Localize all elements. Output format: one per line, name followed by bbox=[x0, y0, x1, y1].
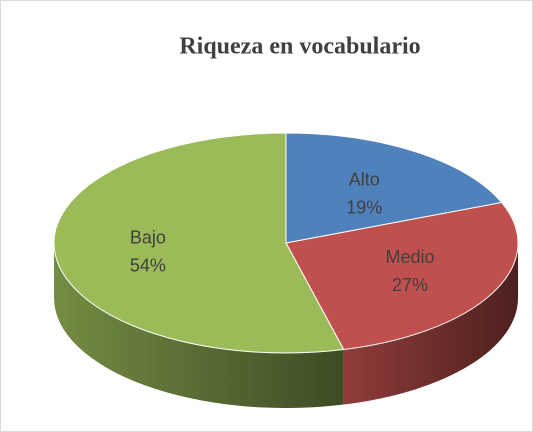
slice bbox=[285, 132, 503, 244]
slice-label: Bajo bbox=[130, 227, 166, 247]
slice-value-label: 19% bbox=[346, 198, 382, 218]
slice bbox=[285, 201, 519, 351]
slice-value-label: 27% bbox=[392, 275, 428, 295]
slice-side bbox=[343, 243, 518, 405]
slice-label: Medio bbox=[386, 247, 435, 267]
slice-label: Alto bbox=[349, 170, 380, 190]
slice bbox=[53, 132, 345, 354]
slice-value-label: 54% bbox=[130, 255, 166, 275]
slice-side bbox=[54, 243, 344, 408]
chart-title: Riqueza en vocabulario bbox=[179, 34, 420, 60]
